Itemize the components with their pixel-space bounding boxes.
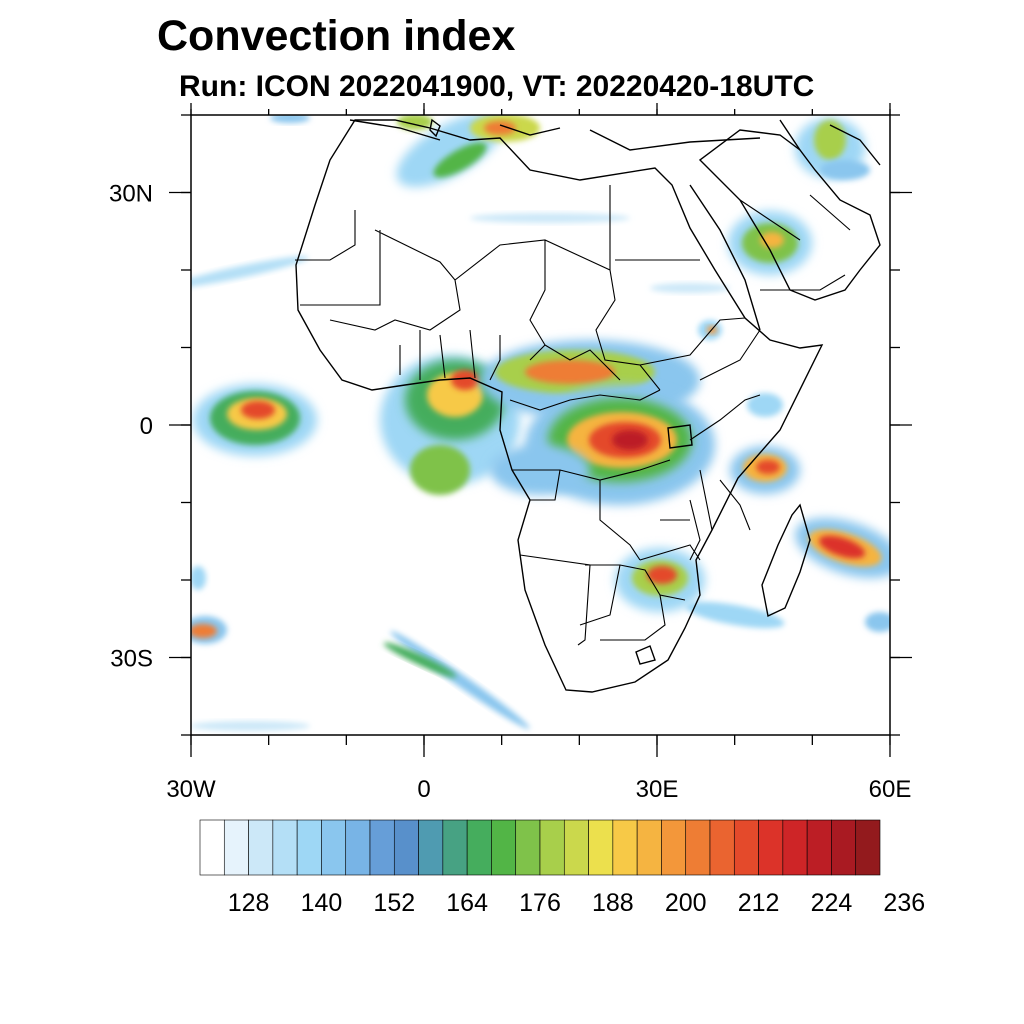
convection-area-east-africa bbox=[698, 320, 800, 494]
colorbar-label: 140 bbox=[301, 889, 343, 917]
country-borders bbox=[295, 185, 851, 646]
colorbar-swatch bbox=[321, 819, 347, 876]
colorbar-swatch bbox=[442, 819, 468, 876]
convection-area-southern-africa bbox=[615, 548, 785, 629]
colorbar-labels: 128 140 152 164 176 188 200 212 224 236 bbox=[228, 889, 925, 917]
colorbar-swatch bbox=[272, 819, 298, 876]
colorbar-label: 200 bbox=[665, 889, 707, 917]
colorbar-swatch bbox=[369, 819, 395, 876]
colorbar-swatch bbox=[831, 819, 857, 876]
colorbar-label: 164 bbox=[446, 889, 488, 917]
convection-area-arabia bbox=[728, 118, 870, 275]
y-tick-label: 0 bbox=[140, 413, 153, 440]
colorbar-swatch bbox=[248, 819, 274, 876]
colorbar bbox=[199, 819, 881, 876]
colorbar-label: 128 bbox=[228, 889, 270, 917]
plot-subtitle: Run: ICON 2022041900, VT: 20220420-18UTC bbox=[179, 70, 815, 103]
convection-area-congo bbox=[480, 340, 715, 505]
colorbar-swatch bbox=[661, 819, 687, 876]
colorbar-swatch bbox=[515, 819, 541, 876]
convection-area-atlantic-west bbox=[193, 384, 317, 456]
convection-area-streaks bbox=[191, 213, 730, 730]
coastlines-and-borders bbox=[295, 118, 881, 693]
colorbar-swatch bbox=[758, 819, 784, 876]
africa-coastline bbox=[295, 119, 824, 693]
x-tick-label: 30W bbox=[166, 776, 216, 803]
x-tick-label: 30E bbox=[636, 776, 679, 803]
colorbar-swatch bbox=[393, 819, 419, 876]
y-tick-label: 30N bbox=[109, 181, 153, 208]
colorbar-label: 152 bbox=[373, 889, 415, 917]
axis-ticks bbox=[169, 103, 912, 757]
colorbar-label: 224 bbox=[811, 889, 853, 917]
colorbar-swatch bbox=[806, 819, 832, 876]
colorbar-swatch bbox=[418, 819, 444, 876]
colorbar-swatch bbox=[733, 819, 759, 876]
convection-area-mediterranean bbox=[270, 115, 540, 187]
y-tick-label: 30S bbox=[110, 646, 153, 673]
colorbar-swatch bbox=[563, 819, 589, 876]
colorbar-label: 188 bbox=[592, 889, 634, 917]
colorbar-swatch bbox=[466, 819, 492, 876]
convection-area-madagascar bbox=[795, 517, 890, 632]
colorbar-swatch bbox=[782, 819, 808, 876]
arabia-coastline bbox=[698, 129, 881, 301]
colorbar-label: 212 bbox=[738, 889, 780, 917]
colorbar-swatch bbox=[612, 819, 638, 876]
red-sea-coast bbox=[689, 184, 761, 331]
colorbar-swatch bbox=[855, 819, 881, 876]
europe-coastline bbox=[349, 119, 881, 166]
colorbar-swatch bbox=[223, 819, 249, 876]
lesotho bbox=[635, 645, 656, 665]
colorbar-swatch bbox=[491, 819, 517, 876]
colorbar-swatch bbox=[539, 819, 565, 876]
madagascar-coastline bbox=[761, 503, 811, 618]
colorbar-swatch bbox=[199, 819, 225, 876]
colorbar-swatch bbox=[685, 819, 711, 876]
convection-field bbox=[191, 115, 890, 731]
colorbar-swatch bbox=[588, 819, 614, 876]
colorbar-label: 176 bbox=[519, 889, 561, 917]
convection-area-atlantic-south bbox=[191, 566, 310, 731]
x-tick-label: 60E bbox=[869, 776, 912, 803]
colorbar-label: 236 bbox=[883, 889, 925, 917]
colorbar-swatch bbox=[296, 819, 322, 876]
colorbar-swatch bbox=[709, 819, 735, 876]
plot-title: Convection index bbox=[157, 12, 516, 60]
sardinia-island bbox=[429, 118, 441, 138]
x-tick-label: 0 bbox=[417, 776, 430, 803]
colorbar-swatch bbox=[345, 819, 371, 876]
lake-victoria bbox=[667, 424, 693, 449]
colorbar-swatch bbox=[636, 819, 662, 876]
axis-tick-labels: 30W 0 30E 60E 30N 0 30S bbox=[109, 181, 911, 804]
